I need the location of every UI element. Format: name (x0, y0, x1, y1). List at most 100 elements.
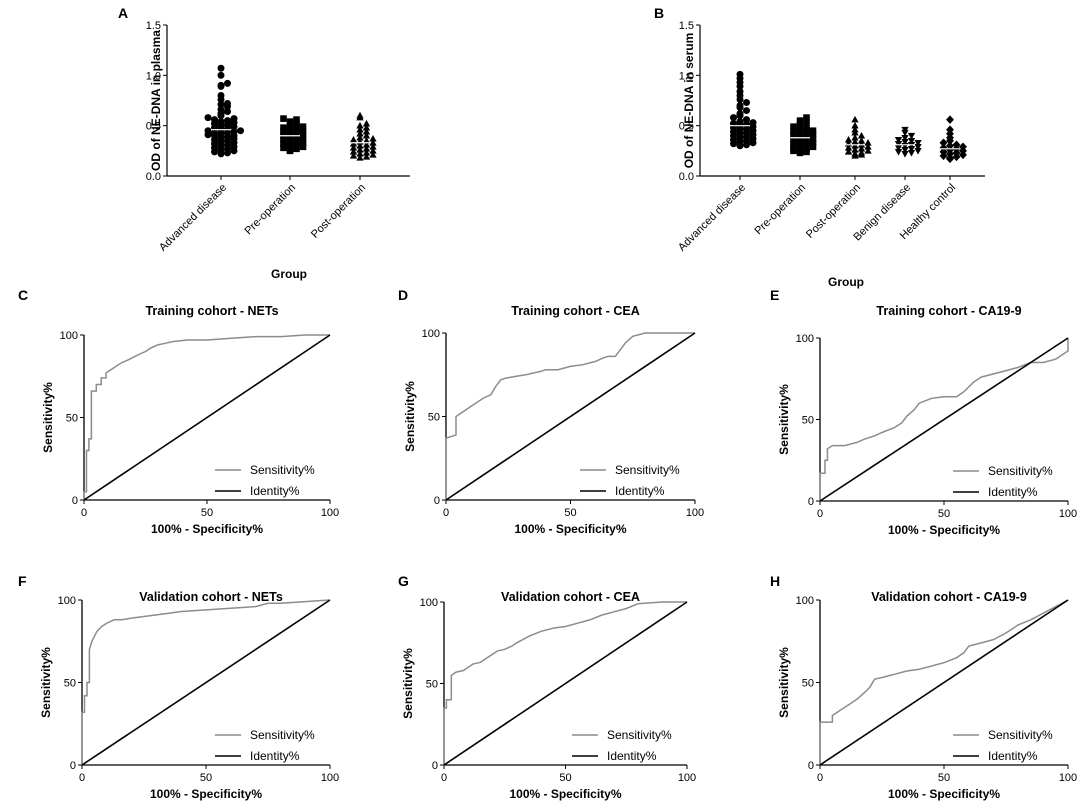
identity-line (445, 332, 696, 501)
data-point (743, 121, 750, 129)
x-axis-label: 100% - Specificity% (150, 787, 262, 801)
chart-title: Training cohort - CEA (511, 304, 639, 318)
x-tick-label: 100 (321, 772, 339, 784)
y-tick-label: 1.0 (146, 70, 161, 82)
x-tick-label: 0 (81, 507, 87, 519)
legend-label: Identity% (615, 484, 665, 498)
legend-label: Sensitivity% (615, 463, 680, 477)
y-tick-label: 100 (796, 595, 814, 607)
data-point (857, 149, 866, 156)
data-point (939, 143, 948, 153)
data-point (939, 138, 948, 148)
y-axis-label: OD of NE-DNA in plasma (149, 30, 163, 171)
data-point (736, 87, 744, 95)
data-point (230, 115, 238, 123)
identity-line (83, 334, 331, 501)
panel-label: C (18, 287, 28, 303)
roc-curve-line (83, 334, 330, 500)
y-tick-label: 0 (70, 760, 76, 772)
data-point (356, 129, 364, 137)
identity-line (819, 599, 1069, 766)
data-point (280, 115, 287, 122)
data-point (217, 106, 225, 114)
x-tick-label: 50 (200, 772, 212, 784)
y-tick-label: 0 (808, 496, 814, 508)
category-label: Post-operation (309, 182, 368, 241)
data-point (790, 123, 797, 130)
category-label: Pre-operation (753, 182, 809, 238)
data-point (217, 91, 225, 99)
x-tick-label: 100 (1059, 772, 1077, 784)
data-point (362, 119, 371, 127)
x-axis-label: Group (271, 267, 307, 281)
data-point (736, 70, 744, 78)
legend-label: Identity% (607, 749, 657, 763)
data-point (369, 151, 377, 158)
data-point (743, 99, 750, 107)
data-point (809, 127, 817, 134)
panel-f: F Validation cohort - NETs 0 50 100 0 50 100 Sen… (18, 573, 339, 801)
data-point (369, 147, 377, 154)
data-point (952, 140, 961, 150)
data-point (946, 141, 954, 151)
chart-title: Training cohort - CA19-9 (876, 304, 1021, 318)
data-point (743, 116, 750, 124)
legend-label: Identity% (250, 484, 300, 498)
y-tick-label: 50 (66, 413, 78, 425)
data-point (356, 125, 364, 133)
data-point (844, 135, 853, 143)
data-point (362, 149, 371, 156)
data-point (730, 114, 737, 122)
data-point (894, 149, 903, 156)
panel-h: H Validation cohort - CA19-9 0 50 100 0 50 100 S… (770, 573, 1077, 801)
y-tick-label: 50 (426, 679, 438, 691)
y-axis-label: Sensitivity% (777, 384, 791, 455)
data-point (796, 117, 804, 124)
panel-label: H (770, 573, 780, 589)
y-axis-label: Sensitivity% (401, 648, 415, 719)
data-point (356, 142, 364, 149)
y-axis-label: Sensitivity% (39, 647, 53, 718)
y-axis-label: Sensitivity% (777, 647, 791, 718)
legend-label: Identity% (988, 749, 1038, 763)
data-point (293, 125, 300, 132)
data-point (217, 81, 225, 89)
data-point (851, 150, 859, 157)
data-point (211, 129, 218, 137)
panel-label: B (654, 5, 664, 21)
x-tick-label: 50 (564, 507, 576, 519)
chart-title: Validation cohort - NETs (139, 590, 283, 604)
y-tick-label: 0 (434, 495, 440, 507)
data-point (901, 147, 909, 154)
chart-title: Validation cohort - CA19-9 (871, 590, 1027, 604)
data-point (803, 125, 810, 132)
data-point (217, 118, 225, 126)
data-point (894, 145, 903, 152)
y-tick-label: 50 (802, 678, 814, 690)
x-tick-label: 100 (321, 507, 339, 519)
data-point (796, 126, 804, 133)
legend-label: Sensitivity% (250, 463, 315, 477)
data-point (851, 121, 859, 129)
legend-label: Sensitivity% (607, 728, 672, 742)
data-point (894, 136, 903, 144)
data-point (362, 123, 371, 131)
y-tick-label: 100 (420, 597, 438, 609)
x-tick-label: 100 (1059, 508, 1077, 520)
x-tick-label: 0 (79, 772, 85, 784)
data-point (851, 133, 859, 141)
legend-label: Identity% (250, 749, 300, 763)
data-point (356, 154, 364, 161)
y-axis-label: Sensitivity% (403, 381, 417, 452)
data-point (736, 102, 744, 110)
x-tick-label: 50 (559, 772, 571, 784)
y-axis-label: Sensitivity% (41, 382, 55, 453)
chart-title: Validation cohort - CEA (501, 590, 640, 604)
identity-line (443, 601, 688, 766)
data-point (349, 135, 358, 143)
legend-label: Sensitivity% (250, 728, 315, 742)
x-axis-label: 100% - Specificity% (151, 522, 263, 536)
y-tick-label: 1.5 (679, 20, 694, 32)
data-point (743, 107, 750, 115)
data-point (864, 138, 872, 146)
